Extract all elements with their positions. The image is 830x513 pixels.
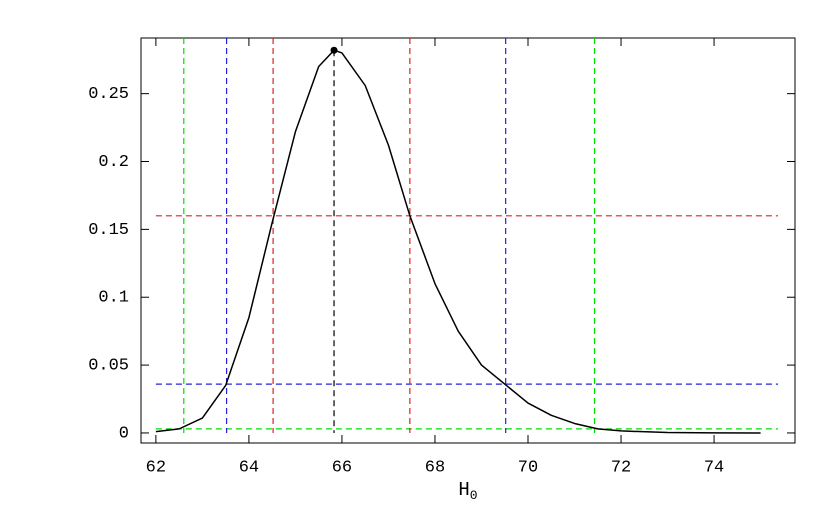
- y-tick-label: 0.15: [88, 221, 129, 240]
- y-tick-label: 0.25: [88, 85, 129, 104]
- peak-point: [330, 46, 338, 54]
- density-curve: [155, 49, 761, 434]
- x-tick-label: 74: [704, 458, 724, 477]
- y-tick-label: 0.05: [88, 357, 129, 376]
- plot-frame: [140, 37, 796, 444]
- x-tick-label: 66: [332, 458, 352, 477]
- x-tick-label: 70: [518, 458, 538, 477]
- x-tick-label: 72: [611, 458, 631, 477]
- x-label-base: H: [458, 479, 469, 501]
- x-tick-label: 64: [239, 458, 259, 477]
- x-tick-label: 62: [146, 458, 166, 477]
- y-tick-label: 0.2: [98, 153, 129, 172]
- x-tick-label: 68: [425, 458, 445, 477]
- x-axis-label: H0: [458, 479, 477, 503]
- y-tick-label: 0: [119, 424, 129, 443]
- y-tick-label: 0.1: [98, 289, 129, 308]
- x-label-subscript: 0: [470, 488, 478, 503]
